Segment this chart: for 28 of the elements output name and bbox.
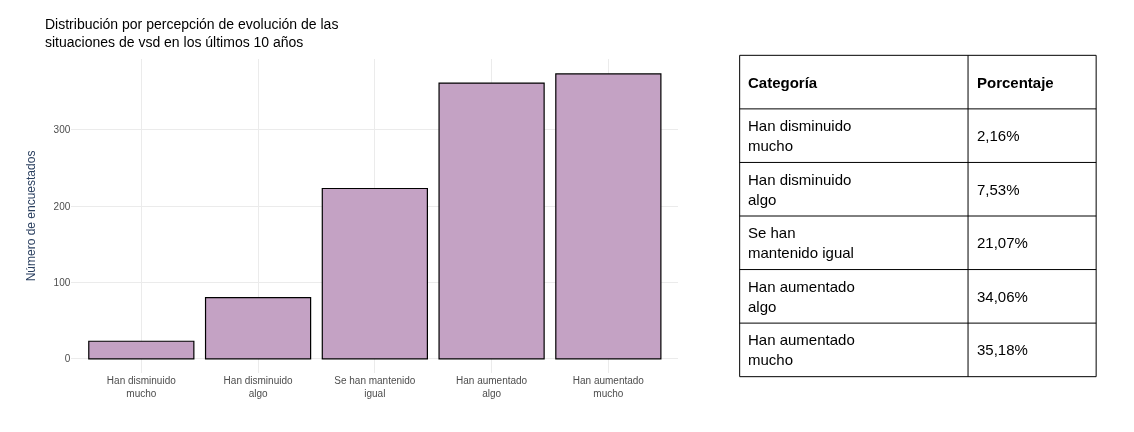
x-tick-label: Han aumentado algo	[456, 374, 528, 399]
x-tick-label: Han disminuido mucho	[106, 374, 177, 399]
x-tick-label: Se han mantenido igual	[334, 374, 416, 399]
bar	[438, 82, 545, 360]
category-label: Han aumentado algo	[748, 278, 855, 315]
x-tick-label: Han disminuido algo	[223, 374, 293, 399]
y-tick-label: 200	[53, 200, 71, 212]
category-label: Se han mantenido igual	[748, 224, 854, 261]
category-label: Han disminuido mucho	[748, 117, 852, 154]
text: 7,53%	[977, 181, 1020, 198]
x-tick-label: Han aumentado mucho	[572, 374, 645, 399]
text: Categoría	[748, 74, 818, 91]
text: 34,06%	[977, 288, 1028, 305]
category-label: Han disminuido algo	[748, 171, 852, 208]
bar	[204, 297, 312, 360]
bar	[321, 187, 428, 360]
chart-title: Distribución por percepción de evolución de las situaciones de vsd en los últimos 10 años	[45, 16, 339, 51]
y-axis-title: Número de encuestados	[23, 150, 38, 282]
text: Porcentaje	[977, 74, 1054, 91]
bar	[555, 73, 662, 360]
y-tick-label: 300	[53, 124, 71, 136]
text: 21,07%	[977, 234, 1028, 251]
category-label: Han aumentado mucho	[748, 331, 855, 368]
y-tick-label: 100	[53, 276, 71, 288]
bar	[88, 340, 195, 360]
y-tick-label: 0	[64, 353, 71, 365]
text: 2,16%	[977, 127, 1020, 144]
text: 35,18%	[977, 341, 1028, 358]
